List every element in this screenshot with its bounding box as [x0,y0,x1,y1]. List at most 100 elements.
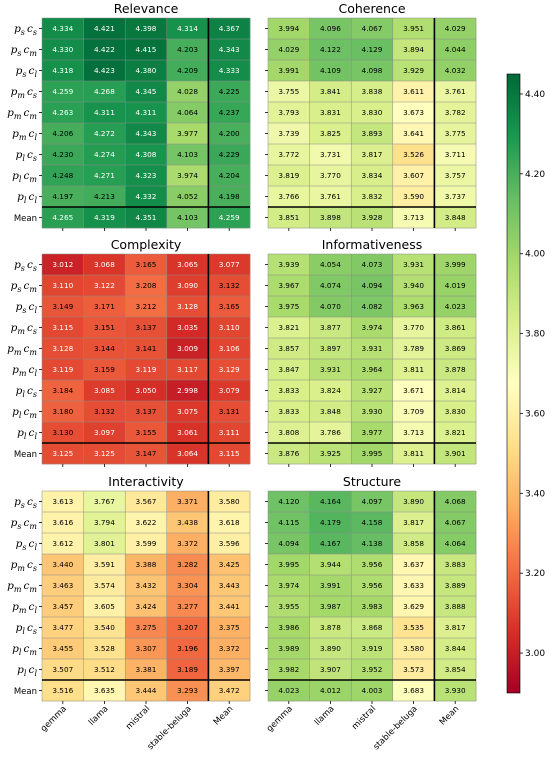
cell-value: 3.832 [362,192,383,201]
cell-value: 3.811 [403,449,424,458]
cell-value: 3.540 [94,623,115,632]
cell-value: 3.833 [278,407,299,416]
heatmap-cell [351,18,394,40]
row-label: pl cm [12,643,37,657]
cell-value: 4.343 [219,45,240,54]
heatmap-cell [351,680,394,702]
heatmap-cell [166,123,209,145]
colorbar: 3.00 3.20 3.40 3.60 3.80 4.00 4.20 4.40 [506,73,545,694]
cell-value: 3.868 [362,623,383,632]
cell-value: 4.206 [52,129,73,138]
cell-value: 3.622 [136,518,157,527]
heatmap-cell [125,186,168,208]
heatmap-cell [83,123,126,145]
cell-value: 3.637 [403,560,424,569]
row-label: pm cm [7,107,37,121]
heatmap-cell [83,317,126,339]
heatmap-cell [309,60,352,82]
row-label: pl cs [16,385,37,399]
cell-value: 3.180 [52,407,73,416]
heatmap-cell [42,207,84,229]
cell-value: 3.955 [278,602,299,611]
heatmap-cell [268,60,310,82]
cell-value: 3.050 [136,386,157,395]
cell-value: 3.472 [219,686,240,695]
panel-title: Relevance [114,1,179,16]
cell-value: 3.848 [320,407,341,416]
cell-value: 3.184 [52,386,73,395]
heatmap-cell [268,380,310,402]
cell-value: 3.567 [136,497,157,506]
cell-value: 4.367 [219,24,240,33]
cell-value: 3.940 [403,281,424,290]
panel-structure: Structure 4.120 4.164 4.097 3.890 4.068 4.115 4… [265,474,477,752]
heatmap-cell [351,144,394,166]
cell-value: 4.198 [219,192,240,201]
heatmap-cell [208,617,251,639]
cell-value: 4.197 [52,192,73,201]
heatmap-cell [309,443,352,465]
heatmap-cell [434,596,477,618]
cell-value: 3.119 [52,365,73,374]
cell-value: 3.876 [278,449,299,458]
cell-value: 3.888 [445,602,466,611]
cell-value: 3.713 [403,428,424,437]
cell-value: 3.455 [52,644,73,653]
heatmap-cell [166,102,209,124]
cell-value: 3.612 [52,539,73,548]
column-label: mistral [350,704,378,732]
row-label: pm cl [12,128,37,142]
heatmap-cell [166,638,209,660]
colorbar-tick-label: 3.80 [525,330,545,340]
heatmap-cell [166,512,209,534]
panel-complexity: Complexity 3.012 3.068 3.165 3.065 3.077 3.110… [7,237,251,467]
cell-value: 3.613 [52,497,73,506]
heatmap-cell [309,18,352,40]
heatmap-cell [125,659,168,681]
heatmap-cell [392,401,435,423]
cell-value: 3.994 [278,24,299,33]
cell-value: 3.931 [403,260,424,269]
cell-value: 4.422 [94,45,115,54]
cell-value: 3.931 [320,365,341,374]
heatmap-cell [166,401,209,423]
heatmap-cell [83,680,126,702]
cell-value: 4.345 [136,87,157,96]
heatmap-cell [166,596,209,618]
heatmap-cell [268,401,310,423]
cell-value: 3.825 [320,129,341,138]
heatmap-cell [125,123,168,145]
cell-value: 3.878 [320,623,341,632]
heatmap-cell [309,123,352,145]
cell-value: 3.821 [445,428,466,437]
heatmap-cell [434,359,477,381]
heatmap-cell [351,617,394,639]
heatmap-cell [166,254,209,276]
cell-value: 3.977 [362,428,383,437]
cell-value: 3.847 [278,365,299,374]
heatmap-cell [309,554,352,576]
cell-value: 3.110 [219,323,240,332]
cell-value: 3.507 [52,665,73,674]
cell-value: 2.998 [177,386,198,395]
cell-value: 3.611 [403,87,424,96]
cell-value: 3.794 [94,518,115,527]
row-label: ps cm [11,44,38,58]
cell-value: 3.012 [52,260,73,269]
heatmap-cell [42,359,84,381]
cell-value: 3.444 [136,686,157,695]
cell-value: 3.851 [278,213,299,222]
cell-value: 4.311 [136,108,157,117]
heatmap-cell [434,533,477,555]
heatmap-cell [166,338,209,360]
heatmap-cell [309,39,352,61]
colorbar-tick-label: 4.00 [525,250,545,260]
heatmap-cell [351,359,394,381]
row-label-mean: Mean [14,450,37,460]
cell-value: 3.085 [94,386,115,395]
heatmap-cell [208,60,251,82]
cell-value: 3.999 [445,260,466,269]
cell-value: 3.869 [445,344,466,353]
cell-value: 4.070 [320,302,341,311]
heatmap-cell [125,60,168,82]
